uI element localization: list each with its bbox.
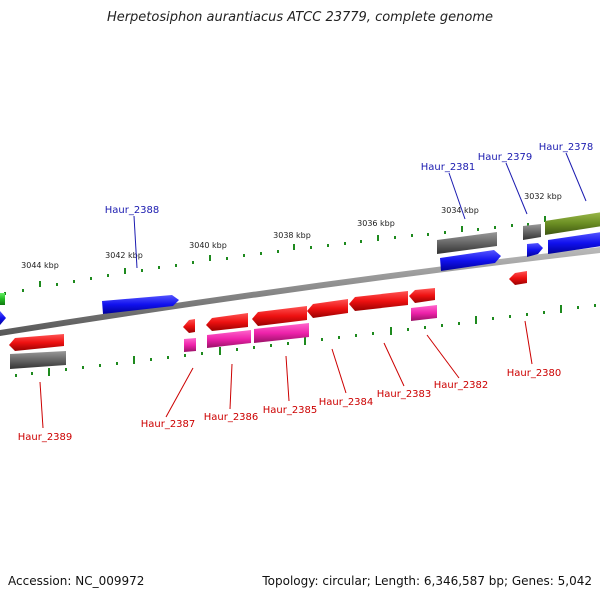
genome-stats-text: Topology: circular; Length: 6,346,587 bp… <box>262 574 592 588</box>
upper-features <box>0 212 600 325</box>
gene-arrow[interactable] <box>102 295 179 314</box>
gene-arrow[interactable] <box>440 250 501 271</box>
upper-gene-labels: Haur_2388 Haur_2381 Haur_2379 Haur_2378 <box>105 142 594 216</box>
gene-arrow[interactable] <box>0 311 6 325</box>
gene-arrow[interactable] <box>252 306 307 326</box>
callout-line <box>524 320 533 365</box>
callout-line <box>285 355 290 402</box>
kbp-label: 3036 kbp <box>357 219 395 228</box>
gene-label[interactable]: Haur_2387 <box>141 419 196 430</box>
gene-label[interactable]: Haur_2381 <box>421 162 476 173</box>
gene-arrow[interactable] <box>409 288 435 303</box>
outer-scale <box>4 216 597 295</box>
gene-arrow[interactable] <box>184 338 196 352</box>
callout-line <box>505 162 528 215</box>
gene-arrow[interactable] <box>307 299 348 318</box>
callout-line <box>426 334 460 379</box>
callout-line <box>448 172 466 220</box>
scale-labels: 3044 kbp 3042 kbp 3040 kbp 3038 kbp 3036… <box>21 192 562 270</box>
lower-callouts <box>39 320 533 429</box>
callout-line <box>331 348 347 394</box>
gene-label[interactable]: Haur_2380 <box>507 368 562 379</box>
genome-backbone <box>0 247 600 336</box>
gene-arrow[interactable] <box>527 243 543 257</box>
gene-arrow[interactable] <box>411 305 437 321</box>
accession-text: Accession: NC_009972 <box>8 574 145 588</box>
kbp-label: 3034 kbp <box>441 206 479 215</box>
gene-label[interactable]: Haur_2379 <box>478 152 533 163</box>
gene-arrow[interactable] <box>9 334 64 351</box>
gene-label[interactable]: Haur_2389 <box>18 432 73 443</box>
kbp-label: 3040 kbp <box>189 241 227 250</box>
callout-line <box>39 381 44 429</box>
callout-line <box>133 215 138 269</box>
callout-line <box>565 152 587 202</box>
gene-label[interactable]: Haur_2386 <box>204 412 259 423</box>
gene-label[interactable]: Haur_2378 <box>539 142 594 153</box>
kbp-label: 3044 kbp <box>21 261 59 270</box>
gene-arrow[interactable] <box>349 291 408 311</box>
gene-label[interactable]: Haur_2385 <box>263 405 318 416</box>
gene-arrow[interactable] <box>509 271 527 285</box>
callout-line <box>165 367 194 418</box>
gene-arrow[interactable] <box>206 313 248 331</box>
map-title: Herpetosiphon aurantiacus ATCC 23779, co… <box>106 10 494 25</box>
kbp-label: 3042 kbp <box>105 251 143 260</box>
inner-scale <box>15 304 596 377</box>
lower-features <box>9 271 527 369</box>
gene-label[interactable]: Haur_2383 <box>377 389 432 400</box>
lower-gene-labels: Haur_2389 Haur_2387 Haur_2386 Haur_2385 … <box>18 368 562 443</box>
callout-line <box>229 363 233 410</box>
gene-arrow[interactable] <box>548 232 600 254</box>
gene-arrow[interactable] <box>10 351 66 369</box>
gene-arrow[interactable] <box>0 293 5 305</box>
upper-callouts <box>133 152 587 269</box>
gene-arrow[interactable] <box>545 212 600 235</box>
kbp-label: 3038 kbp <box>273 231 311 240</box>
gene-label[interactable]: Haur_2382 <box>434 380 489 391</box>
gene-arrow[interactable] <box>183 319 195 333</box>
kbp-label: 3032 kbp <box>524 192 562 201</box>
gene-label[interactable]: Haur_2388 <box>105 205 160 216</box>
gene-arrow[interactable] <box>437 232 497 254</box>
gene-arrow[interactable] <box>207 330 251 348</box>
gene-arrow[interactable] <box>523 224 541 240</box>
gene-label[interactable]: Haur_2384 <box>319 397 374 408</box>
callout-line <box>383 342 405 387</box>
gene-arrow[interactable] <box>254 323 309 343</box>
